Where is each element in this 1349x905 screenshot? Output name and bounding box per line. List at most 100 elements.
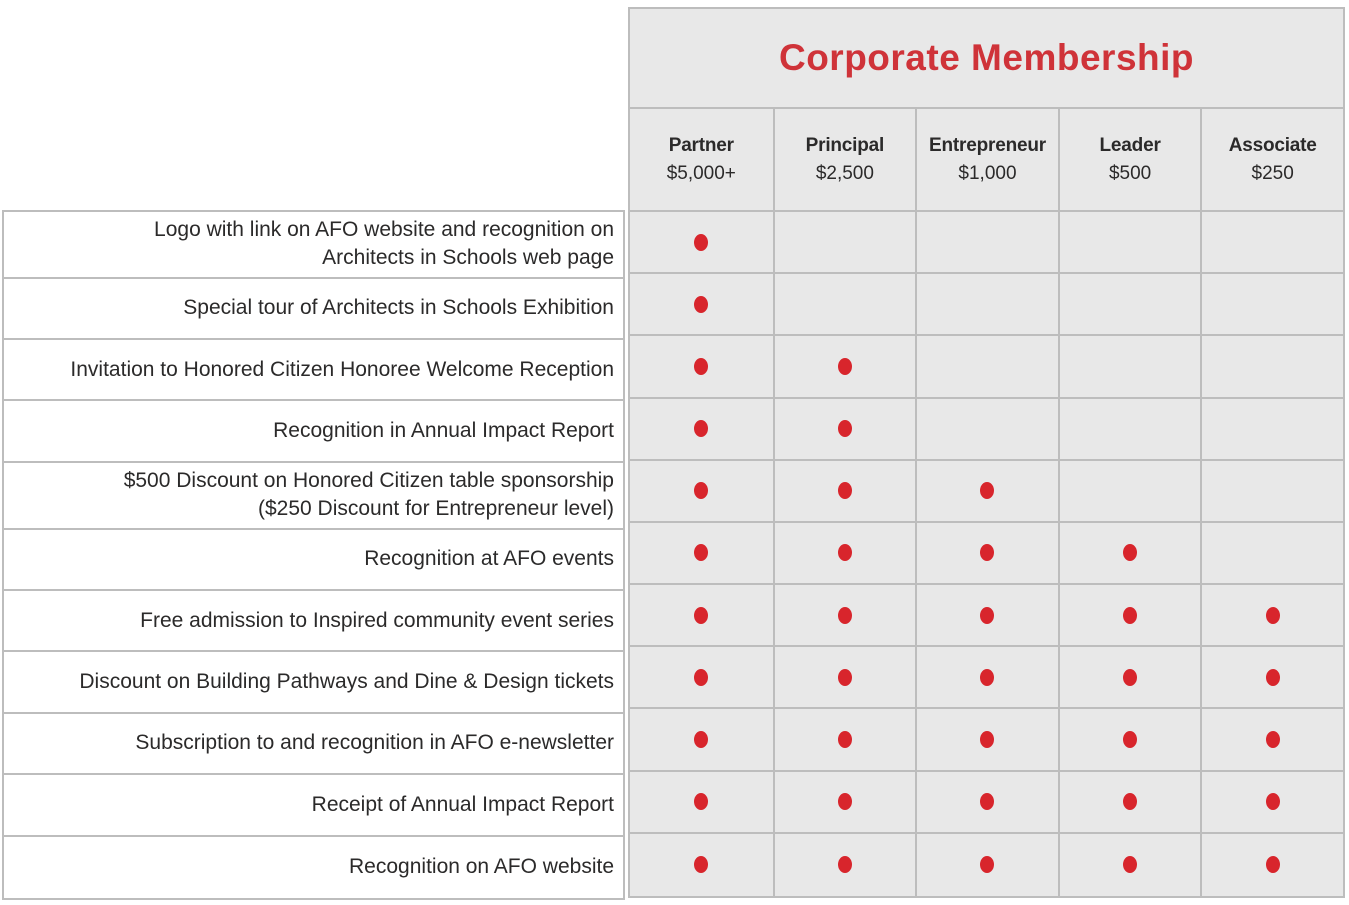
included-dot-icon	[1265, 668, 1280, 686]
benefit-label: Invitation to Honored Citizen Honoree We…	[70, 357, 614, 381]
benefit-cell-principal	[772, 647, 916, 708]
included-dot-icon	[694, 730, 709, 748]
benefit-cell-entrepreneur	[915, 771, 1058, 832]
benefit-dot-row	[630, 833, 1343, 896]
benefit-cell-associate	[1200, 709, 1343, 770]
benefit-label-row: Free admission to Inspired community eve…	[4, 591, 623, 653]
benefit-cell-partner	[630, 399, 773, 459]
included-dot-icon	[1265, 793, 1280, 811]
benefit-cell-associate	[1200, 585, 1343, 646]
benefit-cell-associate	[1200, 274, 1343, 335]
benefit-dot-row	[630, 274, 1343, 337]
included-dot-icon	[980, 482, 995, 500]
tier-price: $250	[1251, 162, 1294, 184]
included-dot-icon	[694, 668, 709, 686]
included-dot-icon	[694, 295, 709, 313]
benefit-cell-entrepreneur	[915, 833, 1058, 896]
benefit-label-row: Invitation to Honored Citizen Honoree We…	[4, 340, 623, 402]
benefit-cell-partner	[630, 336, 773, 396]
benefit-cell-principal	[772, 460, 916, 521]
benefit-dot-row	[630, 771, 1343, 834]
benefit-dot-row	[630, 647, 1343, 710]
benefit-cell-partner	[630, 274, 773, 334]
benefit-cell-associate	[1200, 522, 1343, 584]
included-dot-icon	[1265, 730, 1280, 748]
tier-header-entrepreneur: Entrepreneur $1,000	[915, 109, 1058, 210]
included-dot-icon	[1123, 730, 1138, 748]
included-dot-icon	[694, 482, 709, 500]
benefit-cell-leader	[1057, 460, 1201, 521]
tier-header-row: Partner $5,000+ Principal $2,500 Entrepreneu…	[630, 109, 1343, 212]
benefit-cell-entrepreneur	[915, 709, 1058, 770]
benefit-cell-associate	[1200, 460, 1343, 521]
table-title-cell: Corporate Membership	[630, 9, 1343, 109]
benefit-cell-leader	[1057, 522, 1201, 584]
included-dot-icon	[694, 233, 709, 251]
benefit-cell-leader	[1057, 398, 1201, 459]
benefit-cell-entrepreneur	[915, 647, 1058, 708]
included-dot-icon	[837, 420, 852, 438]
benefit-label-row: Discount on Building Pathways and Dine &…	[4, 652, 623, 714]
benefit-cell-principal	[772, 398, 916, 459]
included-dot-icon	[980, 668, 995, 686]
benefit-cell-associate	[1200, 212, 1343, 273]
included-dot-icon	[1123, 793, 1138, 811]
benefit-cell-associate	[1200, 833, 1343, 896]
tier-name: Partner	[668, 134, 734, 156]
benefit-label: Free admission to Inspired community eve…	[140, 608, 614, 632]
tier-price: $1,000	[958, 162, 1017, 184]
benefit-cell-entrepreneur	[915, 274, 1058, 335]
tier-price: $2,500	[815, 162, 874, 184]
included-dot-icon	[980, 730, 995, 748]
benefit-cell-associate	[1200, 771, 1343, 832]
tier-header-associate: Associate $250	[1200, 109, 1343, 210]
benefit-cell-principal	[772, 709, 916, 770]
benefit-labels-column: Logo with link on AFO website and recogn…	[2, 210, 625, 900]
benefit-label-row: Recognition on AFO website	[4, 837, 623, 898]
included-dot-icon	[980, 606, 995, 624]
benefit-cell-leader	[1057, 585, 1201, 646]
included-dot-icon	[1123, 606, 1138, 624]
benefit-label-row: Subscription to and recognition in AFO e…	[4, 714, 623, 776]
benefit-cell-associate	[1200, 647, 1343, 708]
benefit-cell-partner	[630, 212, 773, 272]
included-dot-icon	[980, 793, 995, 811]
included-dot-icon	[1265, 606, 1280, 624]
included-dot-icon	[1123, 856, 1138, 874]
benefit-label-row: $500 Discount on Honored Citizen table s…	[4, 463, 623, 530]
tier-name: Entrepreneur	[929, 134, 1046, 156]
benefit-label: Discount on Building Pathways and Dine &…	[79, 669, 614, 693]
benefit-cell-partner	[630, 709, 773, 769]
benefit-cell-entrepreneur	[915, 212, 1058, 273]
included-dot-icon	[980, 544, 995, 562]
included-dot-icon	[1123, 668, 1138, 686]
benefit-dot-row	[630, 585, 1343, 648]
benefit-cell-leader	[1057, 336, 1201, 397]
benefit-cell-leader	[1057, 647, 1201, 708]
included-dot-icon	[694, 544, 709, 562]
benefit-label: Subscription to and recognition in AFO e…	[135, 731, 614, 755]
membership-tiers-grid: Corporate Membership Partner $5,000+ Princ…	[628, 7, 1345, 898]
tier-name: Leader	[1099, 134, 1161, 156]
benefit-label-row: Special tour of Architects in Schools Ex…	[4, 279, 623, 341]
benefit-cell-associate	[1200, 398, 1343, 459]
tier-price: $500	[1108, 162, 1152, 184]
included-dot-icon	[837, 544, 852, 562]
benefit-cell-entrepreneur	[915, 585, 1058, 646]
benefit-label: Receipt of Annual Impact Report	[311, 792, 614, 816]
tier-name: Associate	[1228, 134, 1317, 156]
benefit-label: Special tour of Architects in Schools Ex…	[183, 296, 614, 320]
benefit-dot-row	[630, 398, 1343, 461]
benefit-label: Recognition at AFO events	[364, 547, 614, 571]
included-dot-icon	[837, 606, 852, 624]
included-dot-icon	[837, 730, 852, 748]
included-dot-icon	[837, 482, 852, 500]
benefit-cell-partner	[630, 585, 773, 645]
benefit-label-row: Receipt of Annual Impact Report	[4, 775, 623, 837]
tier-header-principal: Principal $2,500	[772, 109, 916, 210]
tier-header-leader: Leader $500	[1057, 109, 1201, 210]
benefit-label-row: Recognition in Annual Impact Report	[4, 401, 623, 463]
benefit-cell-principal	[772, 274, 916, 335]
benefit-label: Recognition in Annual Impact Report	[273, 419, 614, 443]
benefit-cell-principal	[772, 833, 916, 896]
